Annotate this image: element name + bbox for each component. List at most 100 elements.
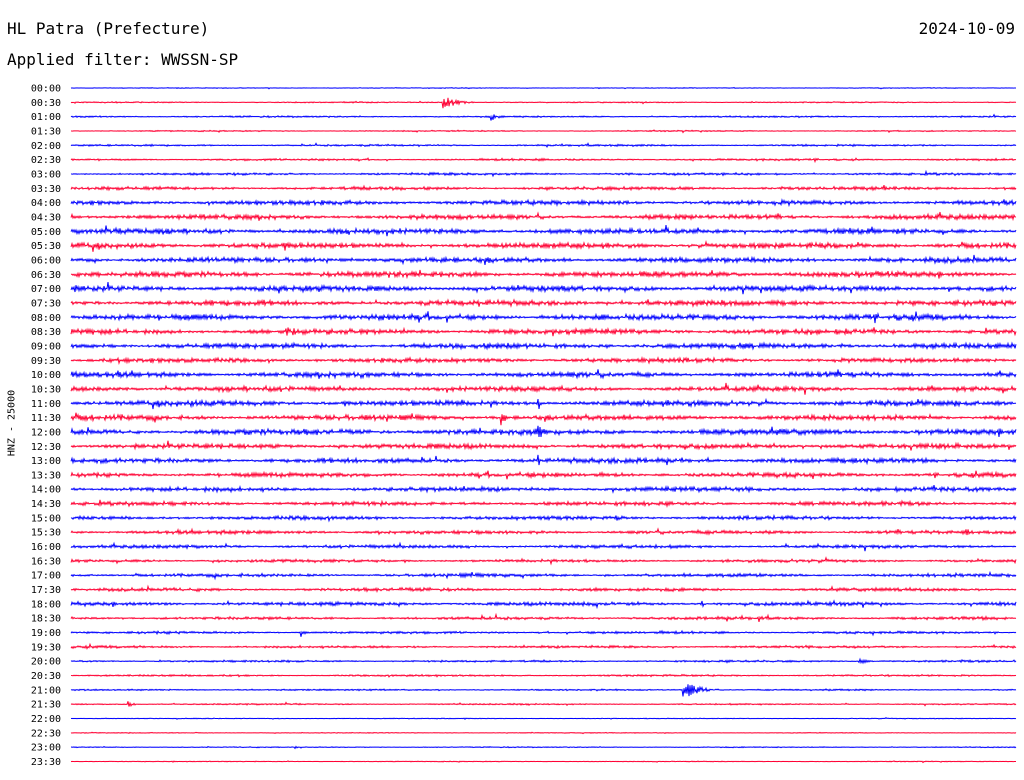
seismogram-trace [70,440,1017,451]
time-tick-label: 19:30 [31,642,61,653]
seismogram-trace [70,198,1017,208]
seismogram-trace [70,86,1017,90]
time-tick-label: 18:00 [31,599,61,610]
time-tick-label: 13:30 [31,470,61,481]
seismogram-trace [70,642,1017,650]
seismogram-trace [70,269,1017,280]
seismogram-trace [70,484,1017,494]
seismogram-trace [70,113,1017,121]
date-label: 2024-10-09 [918,19,1015,38]
seismogram-trace [70,239,1017,252]
time-tick-label: 10:00 [31,370,61,381]
seismogram-trace [70,470,1017,480]
time-tick-label: 14:00 [31,485,61,496]
time-tick-label: 15:00 [31,513,61,524]
seismogram-trace [70,397,1017,410]
time-tick-label: 00:30 [31,98,61,109]
time-tick-label: 09:00 [31,341,61,352]
time-tick-label: 01:00 [31,112,61,123]
seismogram-trace [70,499,1017,509]
seismogram-trace [70,731,1017,735]
seismogram-trace [70,514,1017,523]
time-tick-label: 16:30 [31,556,61,567]
time-tick-label: 08:30 [31,327,61,338]
time-tick-label: 14:30 [31,499,61,510]
time-tick-label: 01:30 [31,126,61,137]
time-tick-label: 20:30 [31,671,61,682]
time-tick-label: 21:00 [31,685,61,696]
time-tick-label: 12:30 [31,442,61,453]
seismogram-trace [70,97,1017,109]
seismogram-trace [70,612,1017,623]
time-tick-label: 03:30 [31,184,61,195]
time-tick-label: 19:00 [31,628,61,639]
seismogram-trace [70,599,1017,610]
time-tick-label: 20:00 [31,657,61,668]
seismogram-trace [70,716,1017,721]
seismogram-trace [70,369,1017,380]
time-tick-label: 13:00 [31,456,61,467]
time-tick-label: 04:00 [31,198,61,209]
time-tick-label: 07:00 [31,284,61,295]
time-tick-label: 06:00 [31,255,61,266]
time-tick-label: 08:00 [31,313,61,324]
seismogram-trace [70,541,1017,552]
filter-label: Applied filter: WWSSN-SP [7,50,239,69]
seismogram-trace [70,224,1017,237]
seismogram-trace [70,142,1017,149]
time-tick-label: 05:00 [31,227,61,238]
time-tick-label: 21:30 [31,700,61,711]
seismogram-trace [70,629,1017,637]
seismogram-trace [70,298,1017,308]
seismogram-trace [70,211,1017,222]
time-tick-label: 02:00 [31,141,61,152]
time-tick-label: 11:00 [31,399,61,410]
seismogram-trace [70,570,1017,581]
time-tick-label: 11:30 [31,413,61,424]
seismogram-trace [70,355,1017,366]
time-tick-label: 23:30 [31,757,61,768]
seismogram-trace [70,527,1017,536]
seismogram-trace [70,684,1017,697]
seismogram-trace [70,657,1017,665]
time-tick-label: 05:30 [31,241,61,252]
time-tick-label: 04:30 [31,212,61,223]
seismogram-trace [70,184,1017,192]
seismogram-trace [70,425,1017,438]
seismogram-trace [70,745,1017,750]
time-tick-label: 06:30 [31,270,61,281]
seismogram-trace [70,326,1017,337]
seismogram-trace [70,673,1017,678]
seismogram-trace [70,129,1017,134]
time-tick-label: 22:00 [31,714,61,725]
station-title: HL Patra (Prefecture) [7,19,210,38]
time-tick-label: 17:30 [31,585,61,596]
seismogram-trace [70,701,1017,707]
seismogram-trace [70,254,1017,266]
time-tick-label: 16:00 [31,542,61,553]
time-tick-label: 00:00 [31,84,61,95]
time-tick-label: 02:30 [31,155,61,166]
seismogram-trace [70,760,1017,764]
seismogram-trace [70,412,1017,426]
time-tick-label: 10:30 [31,384,61,395]
seismogram-trace [70,556,1017,566]
time-tick-label: 09:30 [31,356,61,367]
time-tick-label: 03:00 [31,169,61,180]
time-tick-label: 23:00 [31,743,61,754]
seismogram-trace [70,341,1017,351]
time-tick-label: 07:30 [31,298,61,309]
seismogram-trace [70,311,1017,324]
time-tick-label: 15:30 [31,528,61,539]
seismogram-trace [70,584,1017,594]
time-tick-label: 22:30 [31,728,61,739]
time-tick-label: 12:00 [31,427,61,438]
seismogram-trace [70,157,1017,164]
seismogram-trace [70,382,1017,395]
time-tick-label: 18:30 [31,614,61,625]
seismogram-trace [70,169,1017,178]
seismogram-trace [70,454,1017,466]
seismogram-trace [70,281,1017,295]
time-tick-label: 17:00 [31,571,61,582]
